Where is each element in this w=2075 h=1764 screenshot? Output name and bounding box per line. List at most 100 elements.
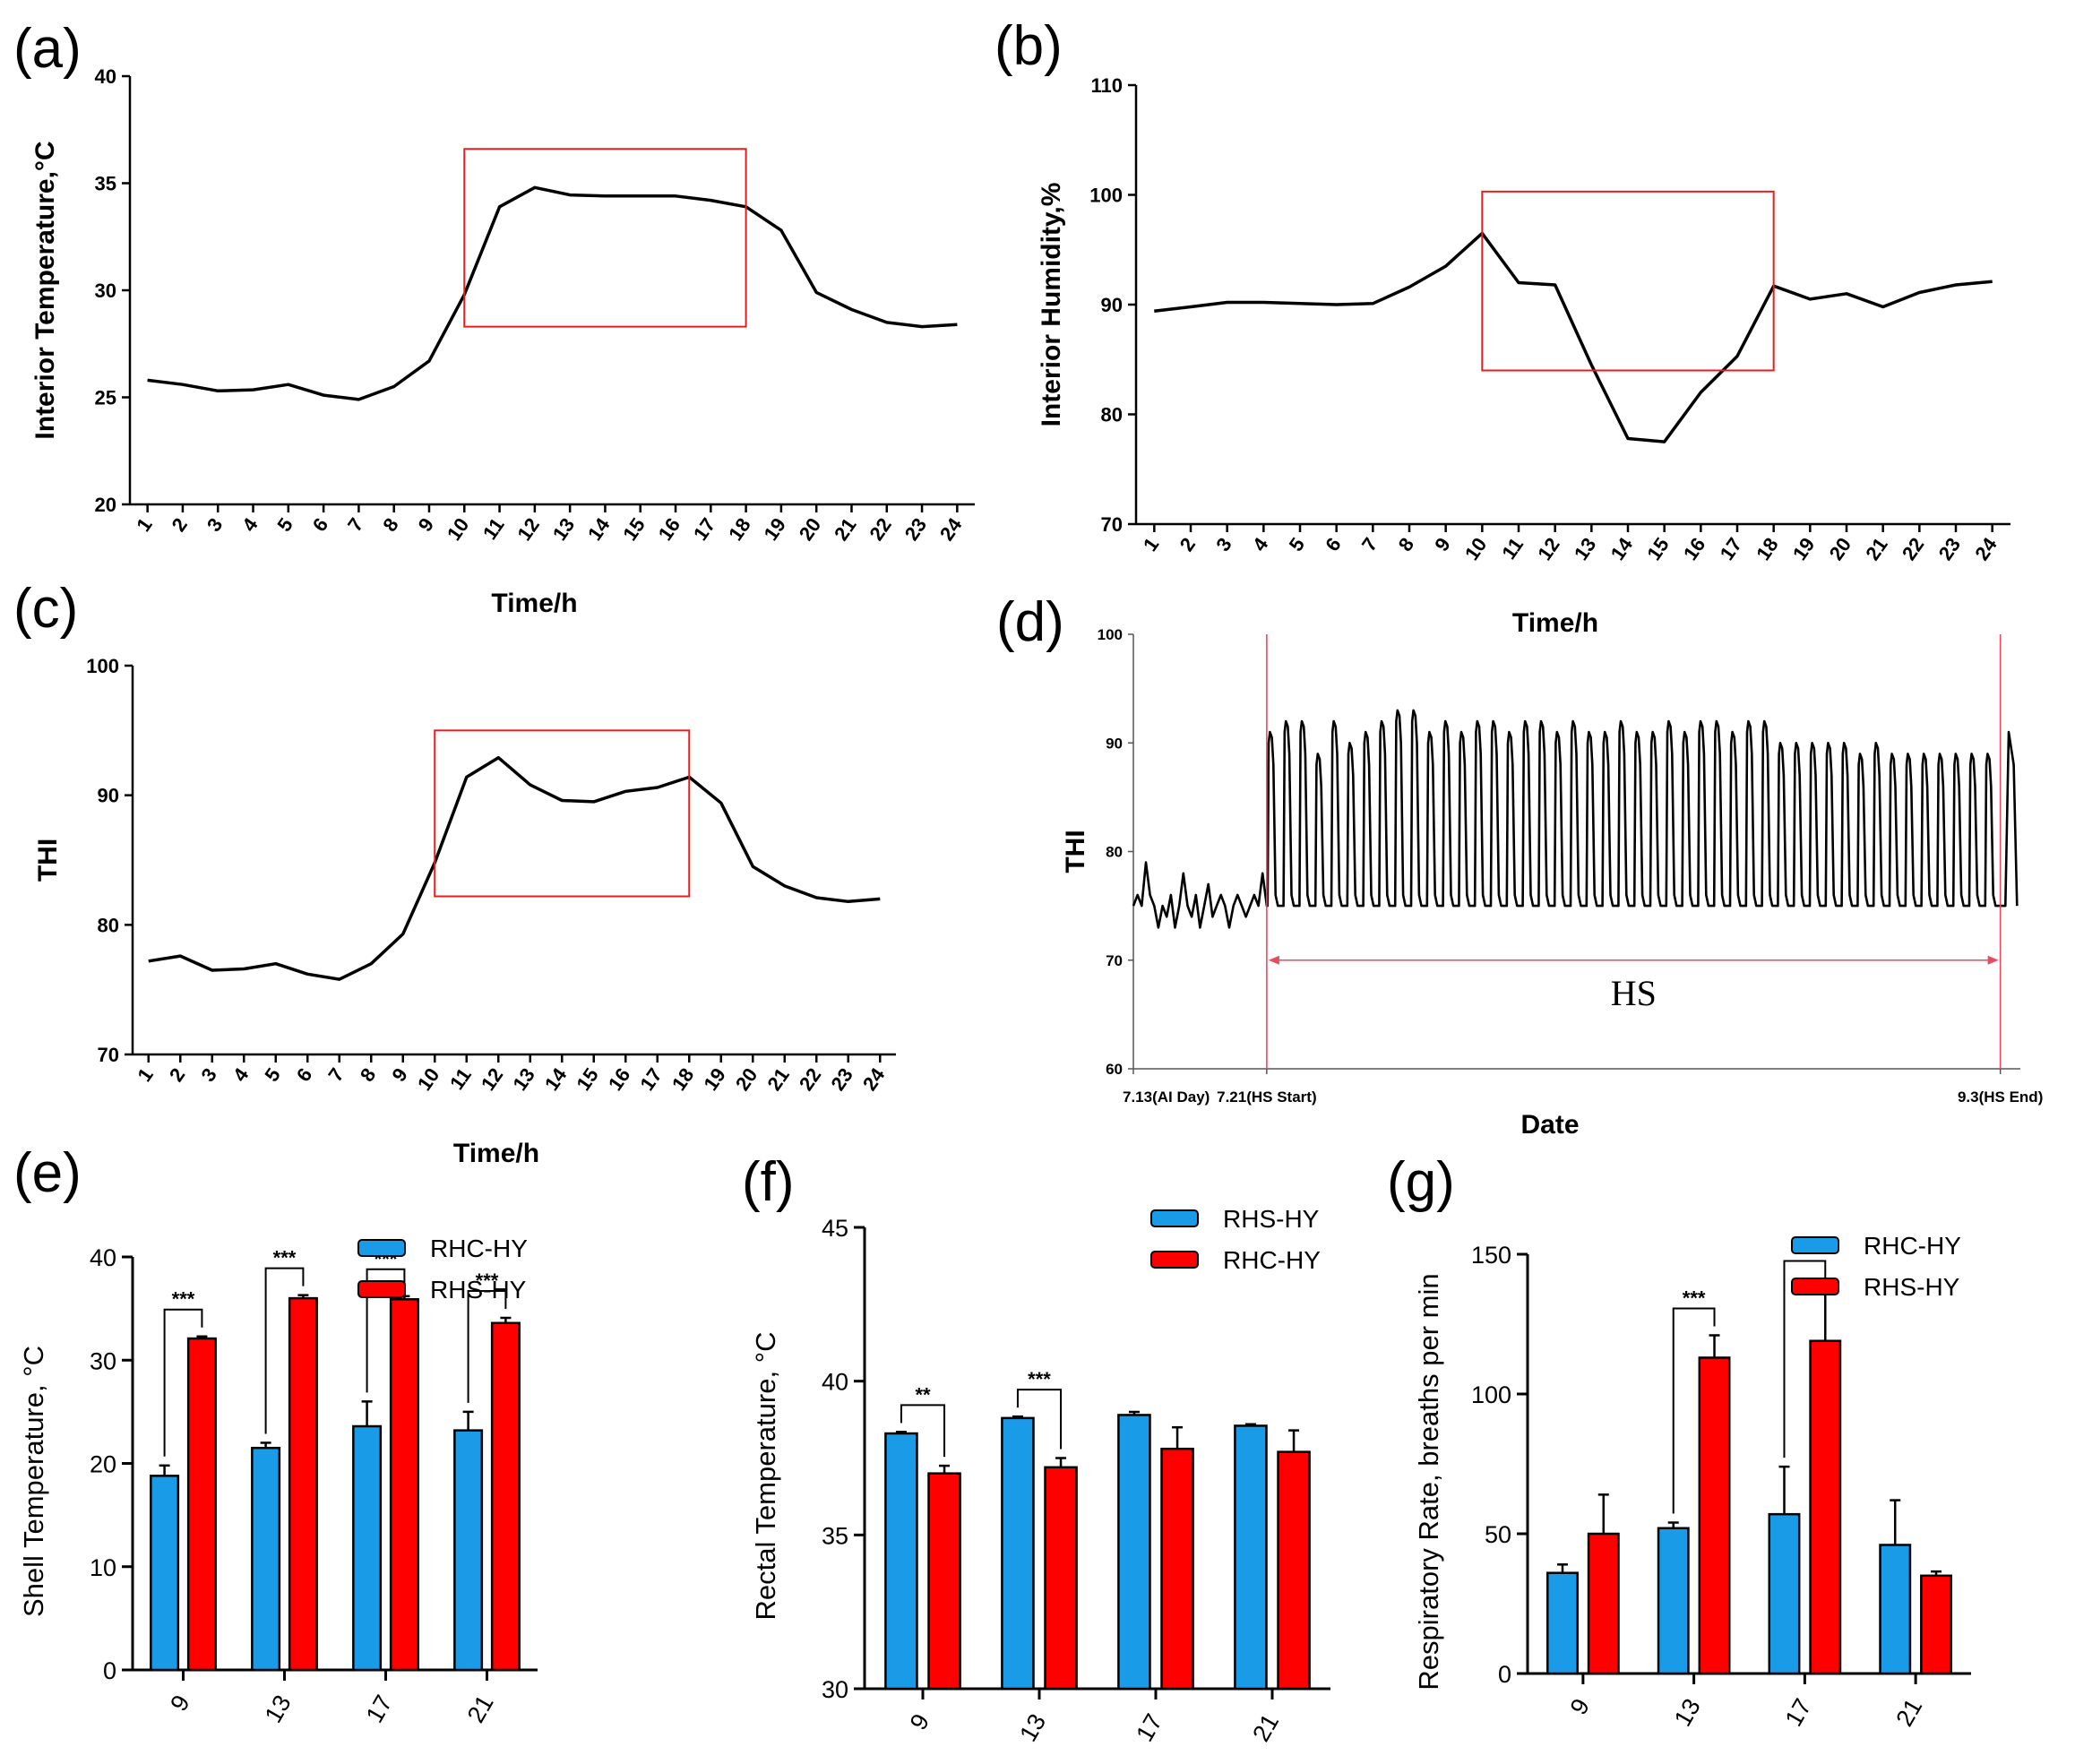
x-tick-label: 21	[1890, 1694, 1927, 1731]
y-tick-label: 80	[1101, 404, 1123, 426]
bar-rhc-hy	[1279, 1452, 1310, 1689]
x-tick-label: 22	[865, 514, 896, 545]
x-tick-label: 19	[1788, 534, 1820, 564]
highlight-box	[1482, 192, 1773, 371]
bar-rhs-hy	[1700, 1357, 1729, 1674]
x-axis-label: Time/h	[1512, 608, 1598, 638]
y-tick-label: 70	[98, 1044, 119, 1066]
x-tick-label: 5	[1285, 534, 1310, 555]
y-axis-label: THI	[1061, 830, 1090, 873]
x-tick-label: 14	[583, 513, 615, 545]
y-tick-label: 50	[1485, 1521, 1511, 1548]
panel-label: (g)	[1387, 1151, 1455, 1213]
panel-label: (f)	[742, 1151, 795, 1213]
x-tick-label: 10	[1460, 534, 1492, 564]
panel-label: (d)	[996, 591, 1064, 653]
x-tick-label: 9	[1430, 534, 1455, 555]
x-axis-label: Date	[1520, 1110, 1579, 1140]
bar-rhs-hy	[289, 1298, 317, 1670]
x-tick-label: 1	[132, 514, 157, 536]
y-tick-label: 25	[95, 387, 116, 409]
x-tick-label: 8	[378, 514, 403, 536]
x-tick-label: 21	[1861, 534, 1892, 564]
x-tick-label: 17	[361, 1691, 398, 1727]
y-axis-label: Interior Humidity,%	[1037, 183, 1066, 427]
x-tick-label: 17	[1780, 1694, 1817, 1731]
bar-rhs-hy	[1002, 1418, 1033, 1689]
x-tick-label: 14	[540, 1063, 572, 1095]
x-tick-label: 24	[858, 1063, 890, 1095]
y-tick-label: 40	[95, 65, 116, 88]
bar-rhs-hy	[1589, 1534, 1618, 1674]
x-tick-label: 22	[1898, 534, 1929, 564]
x-axis-label: Time/h	[491, 589, 577, 618]
bar-rhc-hy	[252, 1448, 280, 1670]
hs-arrow-head-left	[1269, 956, 1279, 965]
x-tick-label: 13	[260, 1691, 297, 1727]
panel-label: (e)	[13, 1142, 82, 1204]
x-tick-label: 3	[1211, 534, 1236, 555]
x-tick-label: 6	[308, 514, 333, 536]
y-tick-label: 90	[98, 785, 119, 807]
y-axis-label: Interior Temperature,°C	[30, 141, 60, 439]
x-tick-label: 18	[667, 1064, 699, 1095]
y-tick-label: 35	[95, 173, 116, 195]
panel-label: (c)	[13, 578, 78, 640]
y-tick-label: 70	[1101, 513, 1123, 536]
y-tick-label: 0	[103, 1657, 116, 1684]
legend-swatch	[358, 1240, 405, 1256]
bar-rhc-hy	[1162, 1449, 1193, 1689]
legend-swatch	[358, 1281, 405, 1297]
bar-rhc-hy	[1881, 1545, 1910, 1674]
x-tick-label: 12	[1533, 534, 1564, 564]
x-tick-label: 23	[826, 1064, 857, 1095]
x-tick-label: 20	[1825, 534, 1856, 564]
significance-label: ***	[273, 1247, 297, 1269]
y-tick-label: 40	[822, 1369, 848, 1396]
x-tick-label: 9	[165, 1691, 194, 1716]
x-tick-label: 10	[443, 514, 474, 545]
x-tick-label: 5	[272, 514, 297, 536]
x-tick-label: 7	[323, 1064, 349, 1086]
y-tick-label: 110	[1091, 74, 1124, 97]
x-tick-label: 9	[387, 1064, 412, 1086]
x-tick-label: 22	[795, 1064, 826, 1095]
x-tick-label: 24	[935, 513, 967, 545]
y-tick-label: 0	[1498, 1661, 1511, 1688]
bar-rhc-hy	[1769, 1514, 1799, 1674]
x-tick-label: 13	[1014, 1709, 1051, 1746]
bar-rhc-hy	[1547, 1573, 1577, 1674]
bar-rhc-hy	[929, 1474, 960, 1689]
y-axis-label: Rectal Temperature, °C	[750, 1332, 781, 1621]
y-tick-label: 90	[1101, 294, 1123, 316]
highlight-box	[435, 730, 689, 896]
significance-label: ***	[1028, 1368, 1051, 1390]
bar-rhs-hy	[885, 1433, 917, 1689]
bar-rhc-hy	[1046, 1467, 1077, 1689]
x-tick-label: 6	[292, 1064, 317, 1086]
x-tick-label: 17	[689, 514, 720, 545]
legend-label: RHS-HY	[430, 1276, 527, 1304]
y-tick-label: 20	[95, 494, 116, 516]
x-tick-label: 16	[1679, 534, 1710, 564]
x-tick-label: 3	[202, 514, 228, 536]
legend-swatch	[1792, 1237, 1838, 1253]
x-tick-label: 7.21(HS Start)	[1217, 1089, 1316, 1106]
x-tick-label: 13	[1570, 534, 1601, 564]
y-axis-label: THI	[33, 839, 63, 882]
x-tick-label: 23	[900, 514, 932, 545]
x-tick-label: 9	[414, 514, 439, 536]
x-tick-label: 1	[133, 1064, 158, 1086]
y-tick-label: 35	[822, 1522, 848, 1549]
bar-rhc-hy	[454, 1431, 482, 1670]
x-tick-label: 7.13(AI Day)	[1123, 1089, 1210, 1106]
x-tick-label: 20	[731, 1064, 762, 1095]
bar-rhs-hy	[188, 1338, 216, 1670]
